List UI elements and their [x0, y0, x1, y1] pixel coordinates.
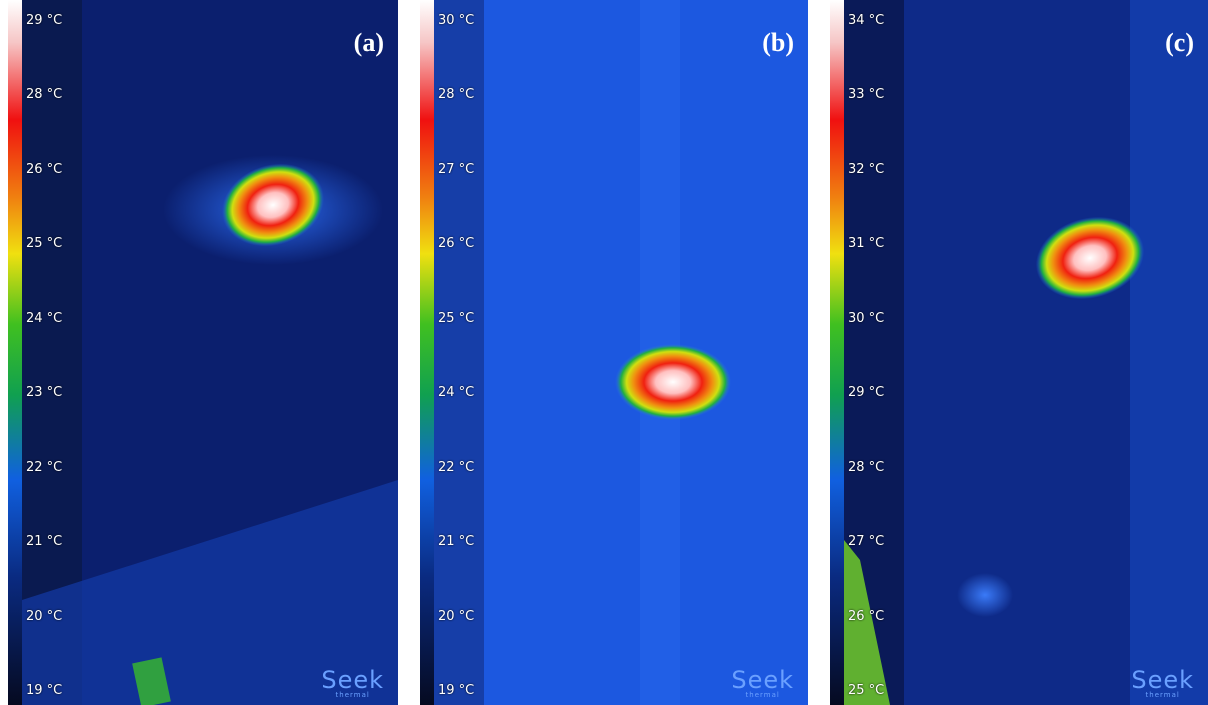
panel-label: (c) — [1165, 28, 1194, 57]
scale-label: 31 °C — [848, 236, 885, 252]
panel-label: (a) — [353, 28, 384, 57]
thermal-panel: 29 °C 28 °C 26 °C 25 °C 24 °C 23 °C 22 °C 21 °C… — [8, 0, 398, 705]
scale-labels: 34 °C 33 °C 32 °C 31 °C 30 °C 29 °C 28 °C 27 °C… — [848, 14, 884, 698]
scale-label: 19 °C — [26, 682, 63, 698]
scale-label: 26 °C — [438, 236, 475, 252]
logo: Seek thermal — [731, 666, 794, 699]
scale-labels: 30 °C 28 °C 27 °C 26 °C 25 °C 24 °C 22 °C 21 °C… — [438, 14, 474, 698]
logo-text: Seek — [1131, 666, 1194, 694]
scale-label: 28 °C — [26, 87, 63, 103]
scale-label: 21 °C — [26, 534, 63, 550]
scale-label: 20 °C — [26, 608, 63, 624]
color-scale — [420, 0, 434, 705]
scale-label: 20 °C — [438, 608, 475, 624]
scale-label: 25 °C — [26, 236, 63, 252]
scale-label: 23 °C — [26, 385, 63, 401]
logo: Seek thermal — [1131, 666, 1194, 699]
thermal-panel: 30 °C 28 °C 27 °C 26 °C 25 °C 24 °C 22 °C 21 °C… — [420, 0, 808, 705]
logo: Seek thermal — [321, 666, 384, 699]
color-scale — [8, 0, 22, 705]
scale-label: 25 °C — [848, 682, 885, 698]
scale-label: 27 °C — [848, 534, 885, 550]
scale-label: 25 °C — [438, 310, 475, 326]
scale-label: 24 °C — [26, 310, 63, 326]
scale-label: 33 °C — [848, 87, 885, 103]
scale-label: 30 °C — [438, 13, 475, 28]
scale-label: 30 °C — [848, 310, 885, 326]
logo-text: Seek — [731, 666, 794, 694]
scale-label: 26 °C — [848, 608, 885, 624]
panel-label: (b) — [762, 28, 794, 57]
logo-text: Seek — [321, 666, 384, 694]
thermal-image — [434, 0, 808, 705]
logo-sub: thermal — [335, 691, 370, 699]
scale-label: 28 °C — [438, 87, 475, 103]
scale-label: 34 °C — [848, 13, 885, 28]
thermal-panel: 34 °C 33 °C 32 °C 31 °C 30 °C 29 °C 28 °C 27 °C… — [830, 0, 1208, 705]
scale-label: 32 °C — [848, 161, 885, 177]
scale-label: 22 °C — [26, 459, 63, 475]
scale-label: 26 °C — [26, 161, 63, 177]
color-scale — [830, 0, 844, 705]
scale-label: 24 °C — [438, 385, 475, 401]
scale-label: 29 °C — [26, 13, 63, 28]
scale-label: 27 °C — [438, 161, 475, 177]
logo-sub: thermal — [745, 691, 780, 699]
scale-label: 29 °C — [848, 385, 885, 401]
thermal-image — [22, 0, 398, 705]
scale-label: 19 °C — [438, 682, 475, 698]
scale-label: 22 °C — [438, 459, 475, 475]
logo-sub: thermal — [1145, 691, 1180, 699]
scale-label: 28 °C — [848, 459, 885, 475]
scale-label: 21 °C — [438, 534, 475, 550]
thermal-image — [844, 0, 1208, 705]
scale-labels: 29 °C 28 °C 26 °C 25 °C 24 °C 23 °C 22 °C 21 °C… — [26, 14, 62, 698]
